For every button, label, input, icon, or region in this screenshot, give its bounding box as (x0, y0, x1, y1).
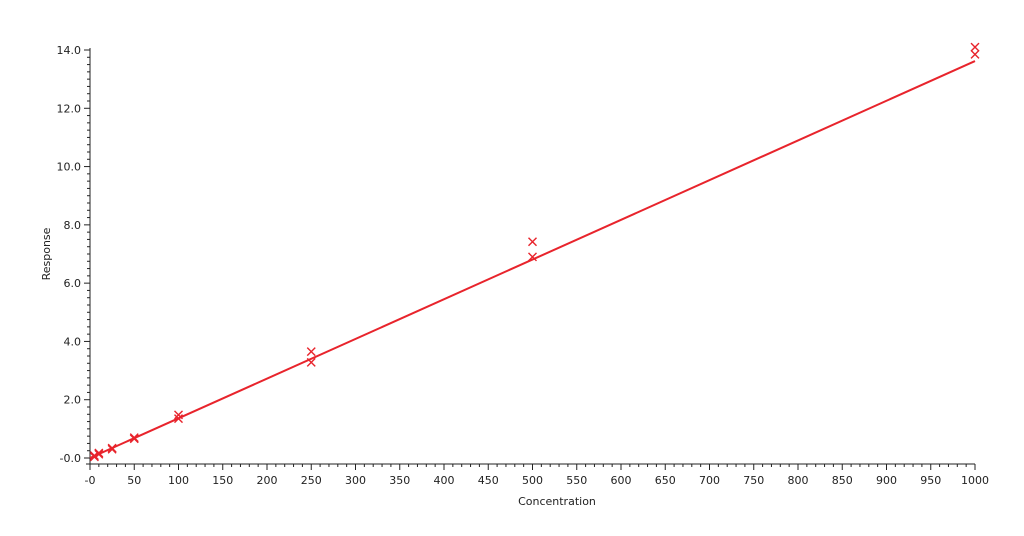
marker-stroke (129, 433, 139, 443)
marker-stroke (107, 444, 117, 454)
data-points (89, 42, 980, 462)
marker-stroke (174, 414, 183, 424)
data-point-marker (528, 252, 537, 262)
regression-line (89, 60, 976, 459)
x-tick-label: 850 (832, 474, 853, 487)
x-tick-label: 1000 (961, 474, 989, 487)
marker-stroke (306, 347, 316, 357)
fit-line-group (89, 60, 976, 459)
y-tick-label: 8.0 (64, 219, 82, 232)
marker-stroke (970, 49, 980, 59)
ticks: -0 50 100 150 200 250 300 350 400 450 500 550 600 650… (57, 44, 990, 487)
data-point-marker (107, 444, 117, 454)
x-tick-label: 500 (522, 474, 543, 487)
x-tick-label: 700 (699, 474, 720, 487)
y-tick-label: 14.0 (57, 44, 82, 57)
x-tick-label: 100 (168, 474, 189, 487)
marker-stroke (94, 449, 104, 459)
data-point-marker (528, 237, 537, 247)
x-tick-label: -0 (85, 474, 96, 487)
data-point-marker (107, 443, 117, 453)
data-point-marker (306, 357, 316, 367)
marker-stroke (970, 42, 980, 52)
x-tick-label: 150 (212, 474, 233, 487)
marker-stroke (94, 448, 104, 458)
x-tick-label: 250 (301, 474, 322, 487)
x-tick-label: 450 (478, 474, 499, 487)
data-point-marker (94, 449, 104, 459)
data-point-marker (174, 410, 183, 420)
x-tick-label: 50 (127, 474, 141, 487)
y-tick-label: 12.0 (57, 102, 82, 115)
x-tick-label: 300 (345, 474, 366, 487)
axes (86, 48, 975, 465)
x-tick-label: 550 (566, 474, 587, 487)
marker-stroke (528, 237, 537, 247)
data-point-marker (129, 434, 139, 444)
x-tick-label: 200 (257, 474, 278, 487)
data-point-marker (94, 448, 104, 458)
y-tick-label: -0.0 (60, 452, 81, 465)
y-tick-label: 4.0 (64, 335, 82, 348)
data-point-marker (970, 49, 980, 59)
marker-stroke (107, 443, 117, 453)
x-tick-label: 350 (389, 474, 410, 487)
y-tick-label: 2.0 (64, 394, 82, 407)
x-tick-label: 800 (788, 474, 809, 487)
data-point-marker (129, 433, 139, 443)
data-point-marker (970, 42, 980, 52)
y-tick-label: 10.0 (57, 161, 82, 174)
marker-stroke (528, 252, 537, 262)
y-axis-title: Response (40, 227, 53, 280)
x-tick-label: 400 (434, 474, 455, 487)
x-tick-label: 900 (876, 474, 897, 487)
x-tick-label: 750 (743, 474, 764, 487)
x-tick-label: 650 (655, 474, 676, 487)
x-axis-title: Concentration (518, 495, 596, 508)
marker-stroke (306, 357, 316, 367)
data-point-marker (306, 347, 316, 357)
y-tick-label: 6.0 (64, 277, 82, 290)
data-point-marker (174, 414, 183, 424)
x-tick-label: 950 (920, 474, 941, 487)
x-tick-label: 600 (611, 474, 632, 487)
marker-stroke (174, 410, 183, 420)
marker-stroke (129, 434, 139, 444)
